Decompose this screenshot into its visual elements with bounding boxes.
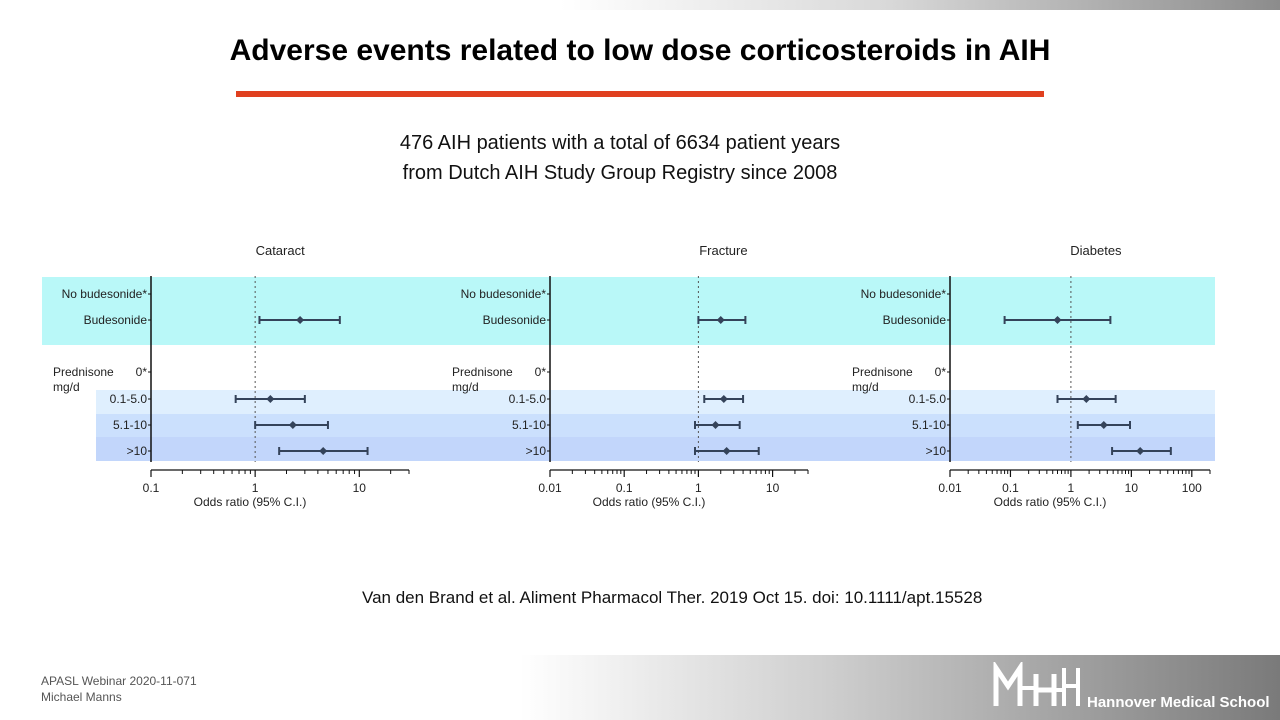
fracture-row-label: 5.1-10: [512, 418, 546, 432]
subtitle-line-1: 476 AIH patients with a total of 6634 pa…: [399, 132, 841, 154]
band-gt10: [96, 437, 1215, 461]
cataract-tick-label: 0.1: [143, 481, 160, 495]
fracture-row-label: Budesonide: [483, 313, 547, 327]
fracture-odds-ratio-point: [719, 395, 728, 403]
diabetes-prednisone-unit-label: mg/d: [852, 380, 879, 394]
cataract-prednisone-unit-label: mg/d: [53, 380, 80, 394]
diabetes-tick-label: 1: [1068, 481, 1075, 495]
logo-text: Hannover Medical School: [1087, 694, 1270, 711]
fracture-tick-label: 0.01: [538, 481, 562, 495]
cataract-tick-label: 10: [353, 481, 367, 495]
diabetes-tick-label: 100: [1182, 481, 1202, 495]
fracture-prednisone-unit-label: mg/d: [452, 380, 479, 394]
diabetes-tick-label: 0.1: [1002, 481, 1019, 495]
diabetes-odds-ratio-point: [1053, 316, 1062, 324]
cataract-tick-label: 1: [252, 481, 259, 495]
fracture-x-axis-label: Odds ratio (95% C.I.): [593, 495, 706, 509]
fracture-odds-ratio-point: [722, 447, 731, 455]
footer: APASL Webinar 2020-11-071 Michael Manns: [41, 673, 197, 705]
budesonide-band: [42, 277, 1215, 345]
fracture-tick-label: 1: [695, 481, 702, 495]
fracture-odds-ratio-point: [711, 421, 720, 429]
fracture-prednisone-reference-label: 0*: [535, 365, 547, 379]
slide-title: Adverse events related to low dose corti…: [229, 34, 1051, 67]
band-5-1-10: [96, 414, 1215, 437]
diabetes-odds-ratio-point: [1082, 395, 1091, 403]
cataract-row-label: >10: [127, 444, 148, 458]
fracture-row-label: No budesonide*: [461, 287, 547, 301]
citation: Van den Brand et al. Aliment Pharmacol T…: [362, 588, 983, 607]
cataract-prednisone-reference-label: 0*: [136, 365, 148, 379]
diabetes-tick-label: 10: [1125, 481, 1139, 495]
diabetes-panel-title: Diabetes: [1070, 243, 1122, 258]
fracture-prednisone-label: Prednisone: [452, 365, 513, 379]
cataract-odds-ratio-point: [296, 316, 305, 324]
cataract-panel-title: Cataract: [256, 243, 306, 258]
cataract-row-label: Budesonide: [84, 313, 148, 327]
footer-line-1: APASL Webinar 2020-11-071: [41, 674, 197, 688]
diabetes-prednisone-reference-label: 0*: [935, 365, 947, 379]
cataract-x-axis-label: Odds ratio (95% C.I.): [194, 495, 307, 509]
diabetes-row-label: 0.1-5.0: [909, 392, 947, 406]
fracture-tick-label: 0.1: [616, 481, 633, 495]
cataract-prednisone-label: Prednisone: [53, 365, 114, 379]
diabetes-prednisone-label: Prednisone: [852, 365, 913, 379]
diabetes-x-axis-label: Odds ratio (95% C.I.): [994, 495, 1107, 509]
cataract-odds-ratio-point: [266, 395, 275, 403]
cataract-row-label: 5.1-10: [113, 418, 147, 432]
mhh-logo-icon: [993, 662, 1080, 706]
fracture-row-label: 0.1-5.0: [509, 392, 547, 406]
fracture-tick-label: 10: [766, 481, 780, 495]
cataract-odds-ratio-point: [319, 447, 328, 455]
bottom-gradient-bar: [520, 655, 1280, 720]
forest-plots: Cataract 0.1 1 10 Odds ratio (95% C.I.) No bu…: [42, 243, 1215, 509]
fracture-odds-ratio-point: [716, 316, 725, 324]
cataract-odds-ratio-point: [288, 421, 297, 429]
fracture-panel-title: Fracture: [699, 243, 747, 258]
footer-line-2: Michael Manns: [41, 690, 122, 704]
diabetes-row-label: 5.1-10: [912, 418, 946, 432]
title-underline: [236, 91, 1044, 97]
diabetes-row-label: No budesonide*: [861, 287, 947, 301]
top-gradient-bar: [560, 0, 1280, 10]
diabetes-odds-ratio-point: [1099, 421, 1108, 429]
diabetes-odds-ratio-point: [1136, 447, 1145, 455]
subtitle-line-2: from Dutch AIH Study Group Registry sinc…: [402, 162, 838, 184]
subtitle: 476 AIH patients with a total of 6634 pa…: [300, 128, 940, 188]
band-0-1-5: [96, 390, 1215, 414]
fracture-row-label: >10: [526, 444, 547, 458]
cataract-row-label: No budesonide*: [62, 287, 148, 301]
cataract-row-label: 0.1-5.0: [110, 392, 148, 406]
diabetes-tick-label: 0.01: [938, 481, 962, 495]
diabetes-row-label: Budesonide: [883, 313, 947, 327]
diabetes-row-label: >10: [926, 444, 947, 458]
